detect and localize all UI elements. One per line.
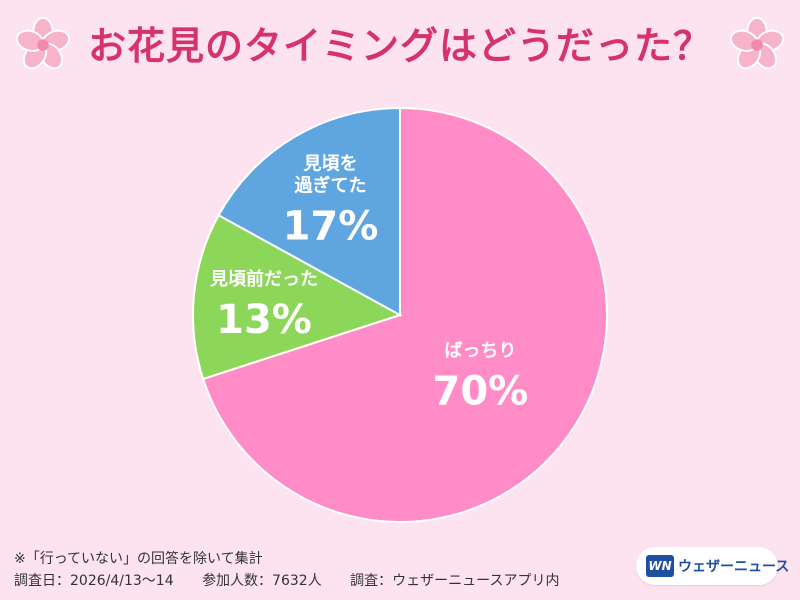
survey-date: 調査日：2026/4/13～14 bbox=[14, 573, 174, 589]
logo-text: ウェザーニュース bbox=[678, 559, 790, 575]
chart-title: お花見のタイミングはどうだった？ bbox=[87, 24, 712, 68]
slice-label-2-line-0: 見頃を bbox=[302, 153, 357, 174]
slice-label-2-line-1: 過ぎてた bbox=[294, 174, 366, 196]
slice-percent-2: 17% bbox=[283, 203, 379, 249]
slice-label-0: ばっちり bbox=[444, 340, 516, 361]
surveyor: 調査：ウェザーニュースアプリ内 bbox=[350, 573, 560, 589]
slice-label-1: 見頃前だった bbox=[209, 268, 318, 290]
footnote-survey-info: 調査日：2026/4/13～14 参加人数：7632人 調査：ウェザーニュースア… bbox=[14, 570, 583, 590]
slice-percent-0: 70% bbox=[433, 368, 529, 414]
footnote-note: ※「行っていない」の回答を除いて集計 bbox=[14, 551, 263, 567]
pie-slice-1 bbox=[192, 213, 403, 381]
participants: 参加人数：7632人 bbox=[202, 573, 322, 589]
title-bar: お花見のタイミングはどうだった？ bbox=[0, 0, 800, 90]
cherry-blossom-icon bbox=[729, 16, 785, 70]
cherry-blossom-icon bbox=[15, 16, 71, 70]
pie-slice-0 bbox=[201, 106, 608, 523]
slice-percent-1: 13% bbox=[216, 297, 312, 343]
weathernews-logo: WN ウェザーニュース bbox=[636, 547, 789, 585]
pie-slice-2 bbox=[217, 106, 401, 317]
logo-mark: WN bbox=[646, 555, 674, 577]
